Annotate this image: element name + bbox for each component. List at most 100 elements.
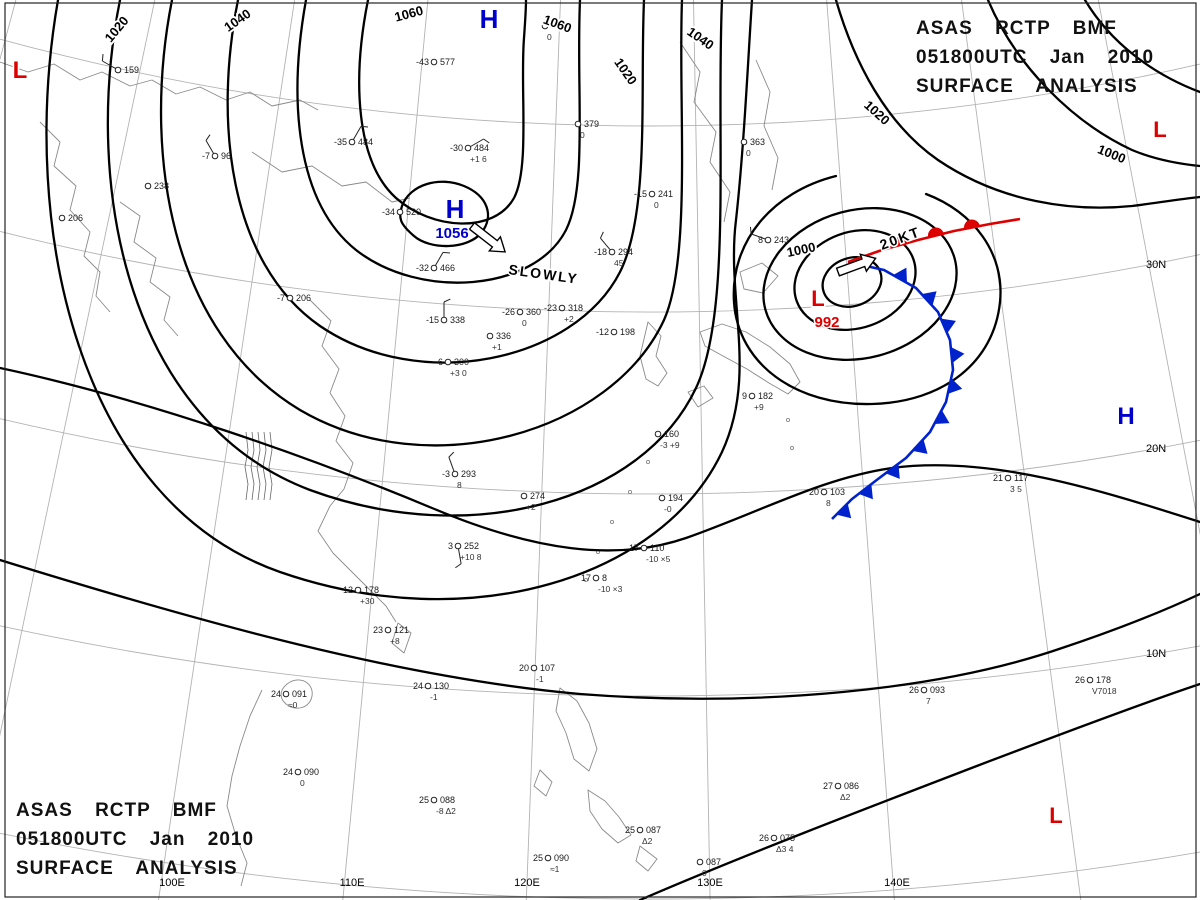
station-plot: 274+2 [520,491,545,512]
coastline [119,201,179,337]
wind-barb [102,60,116,69]
station-pressure: 484 [474,143,489,153]
coastline [226,689,263,887]
island [627,489,633,495]
island [789,445,795,451]
station-pressure: 466 [440,263,455,273]
station-extra: 0 [580,130,585,140]
station-extra: 8 [826,498,831,508]
movement-arrow [835,253,877,277]
station-pressure: 274 [530,491,545,501]
station-extra: Δ3 4 [776,844,794,854]
station-pressure: 96 [221,151,231,161]
station-pressure: 336 [496,331,511,341]
title-line: 051800UTC Jan 2010 [16,829,255,850]
station-extra: 0 [702,868,707,878]
hatch-line [256,431,261,501]
isobar-label: 1040 [684,24,716,53]
longitude-line [158,0,296,900]
station-pressure: 121 [394,625,409,635]
coastline [679,41,731,223]
station-pressure: 090 [304,767,319,777]
arrow-layer [468,221,877,277]
isobar-label: 1020 [102,13,132,45]
title-block-bottom: ASAS RCTP BMF 051800UTC Jan 2010 SURFACE… [16,796,254,883]
longitude-line [0,0,156,737]
station-extra: 0 [300,778,305,788]
cold-front-triangle [940,318,956,334]
station-pressure: 093 [930,685,945,695]
station-plot: 238 [144,181,169,191]
isobar-ring [821,256,883,308]
station-pressure: 318 [568,303,583,313]
station-pressure: 090 [554,853,569,863]
station-plot: 17 8-10 ×3 [581,573,623,594]
station-pressure: 178 [364,585,379,595]
coastline [639,321,668,387]
isobar [834,0,1200,209]
isobar [226,0,646,364]
wind-barb-tick [443,298,451,303]
station-plot: 24 130-1 [413,681,449,702]
station-temperature: 25 [625,825,635,835]
station-temperature: -12 [596,327,609,337]
latitude-line [0,230,1200,313]
station-extra: ≈1 [550,864,560,874]
station-extra: 0 [654,200,659,210]
station-plot: -12 198 [596,327,635,337]
station-pressure: 110 [650,543,664,553]
longitude-label: 130E [697,877,723,889]
station-extra: -0 [664,504,672,514]
station-extra: +8 [390,636,400,646]
station-plot: -30 484+1 6 [450,138,490,164]
pressure-center-H: H [446,194,465,224]
coastline-layer [0,41,801,887]
station-plot: 8 243 [749,226,789,245]
title-line: SURFACE ANALYSIS [916,76,1138,97]
latitude-label: 30N [1146,259,1166,271]
station-pressure: 484 [358,137,373,147]
station-temperature: -7 [277,293,285,303]
station-temperature: 23 [373,625,383,635]
wind-barb [600,237,611,251]
longitude-line [0,0,17,61]
isobar-label: 1020 [611,55,640,87]
station-temperature: 8 [758,235,763,245]
station-temperature: -7 [202,151,210,161]
longitude-label: 140E [884,877,910,889]
wind-barb [353,126,362,140]
cold-front-triangle [912,439,928,454]
station-pressure: 293 [461,469,476,479]
title-line: ASAS RCTP BMF [916,18,1117,39]
station-pressure: 206 [296,293,311,303]
coastline [635,845,658,872]
station-temperature: -35 [334,137,347,147]
station-pressure: 198 [620,327,635,337]
cold-front-triangle [950,347,965,363]
station-temperature: 25 [419,795,429,805]
station-pressure: 252 [464,541,479,551]
station-temperature: -15 [634,189,647,199]
station-temperature: -34 [382,207,395,217]
coastline [280,679,313,709]
coastline [251,151,411,203]
station-temperature: 24 [271,689,281,699]
station-temperature: -26 [502,307,515,317]
station-pressure: 182 [758,391,773,401]
isobar [0,558,1200,700]
hatch-line [250,431,255,501]
wind-barb-tick [599,231,604,239]
hatch-line [268,431,273,501]
latitude-line [0,38,1200,127]
wind-barb-tick [360,125,369,128]
station-pressure: 338 [450,315,465,325]
station-temperature: 20 [519,663,529,673]
station-pressure: 194 [668,493,683,503]
station-pressure: 294 [618,247,633,257]
